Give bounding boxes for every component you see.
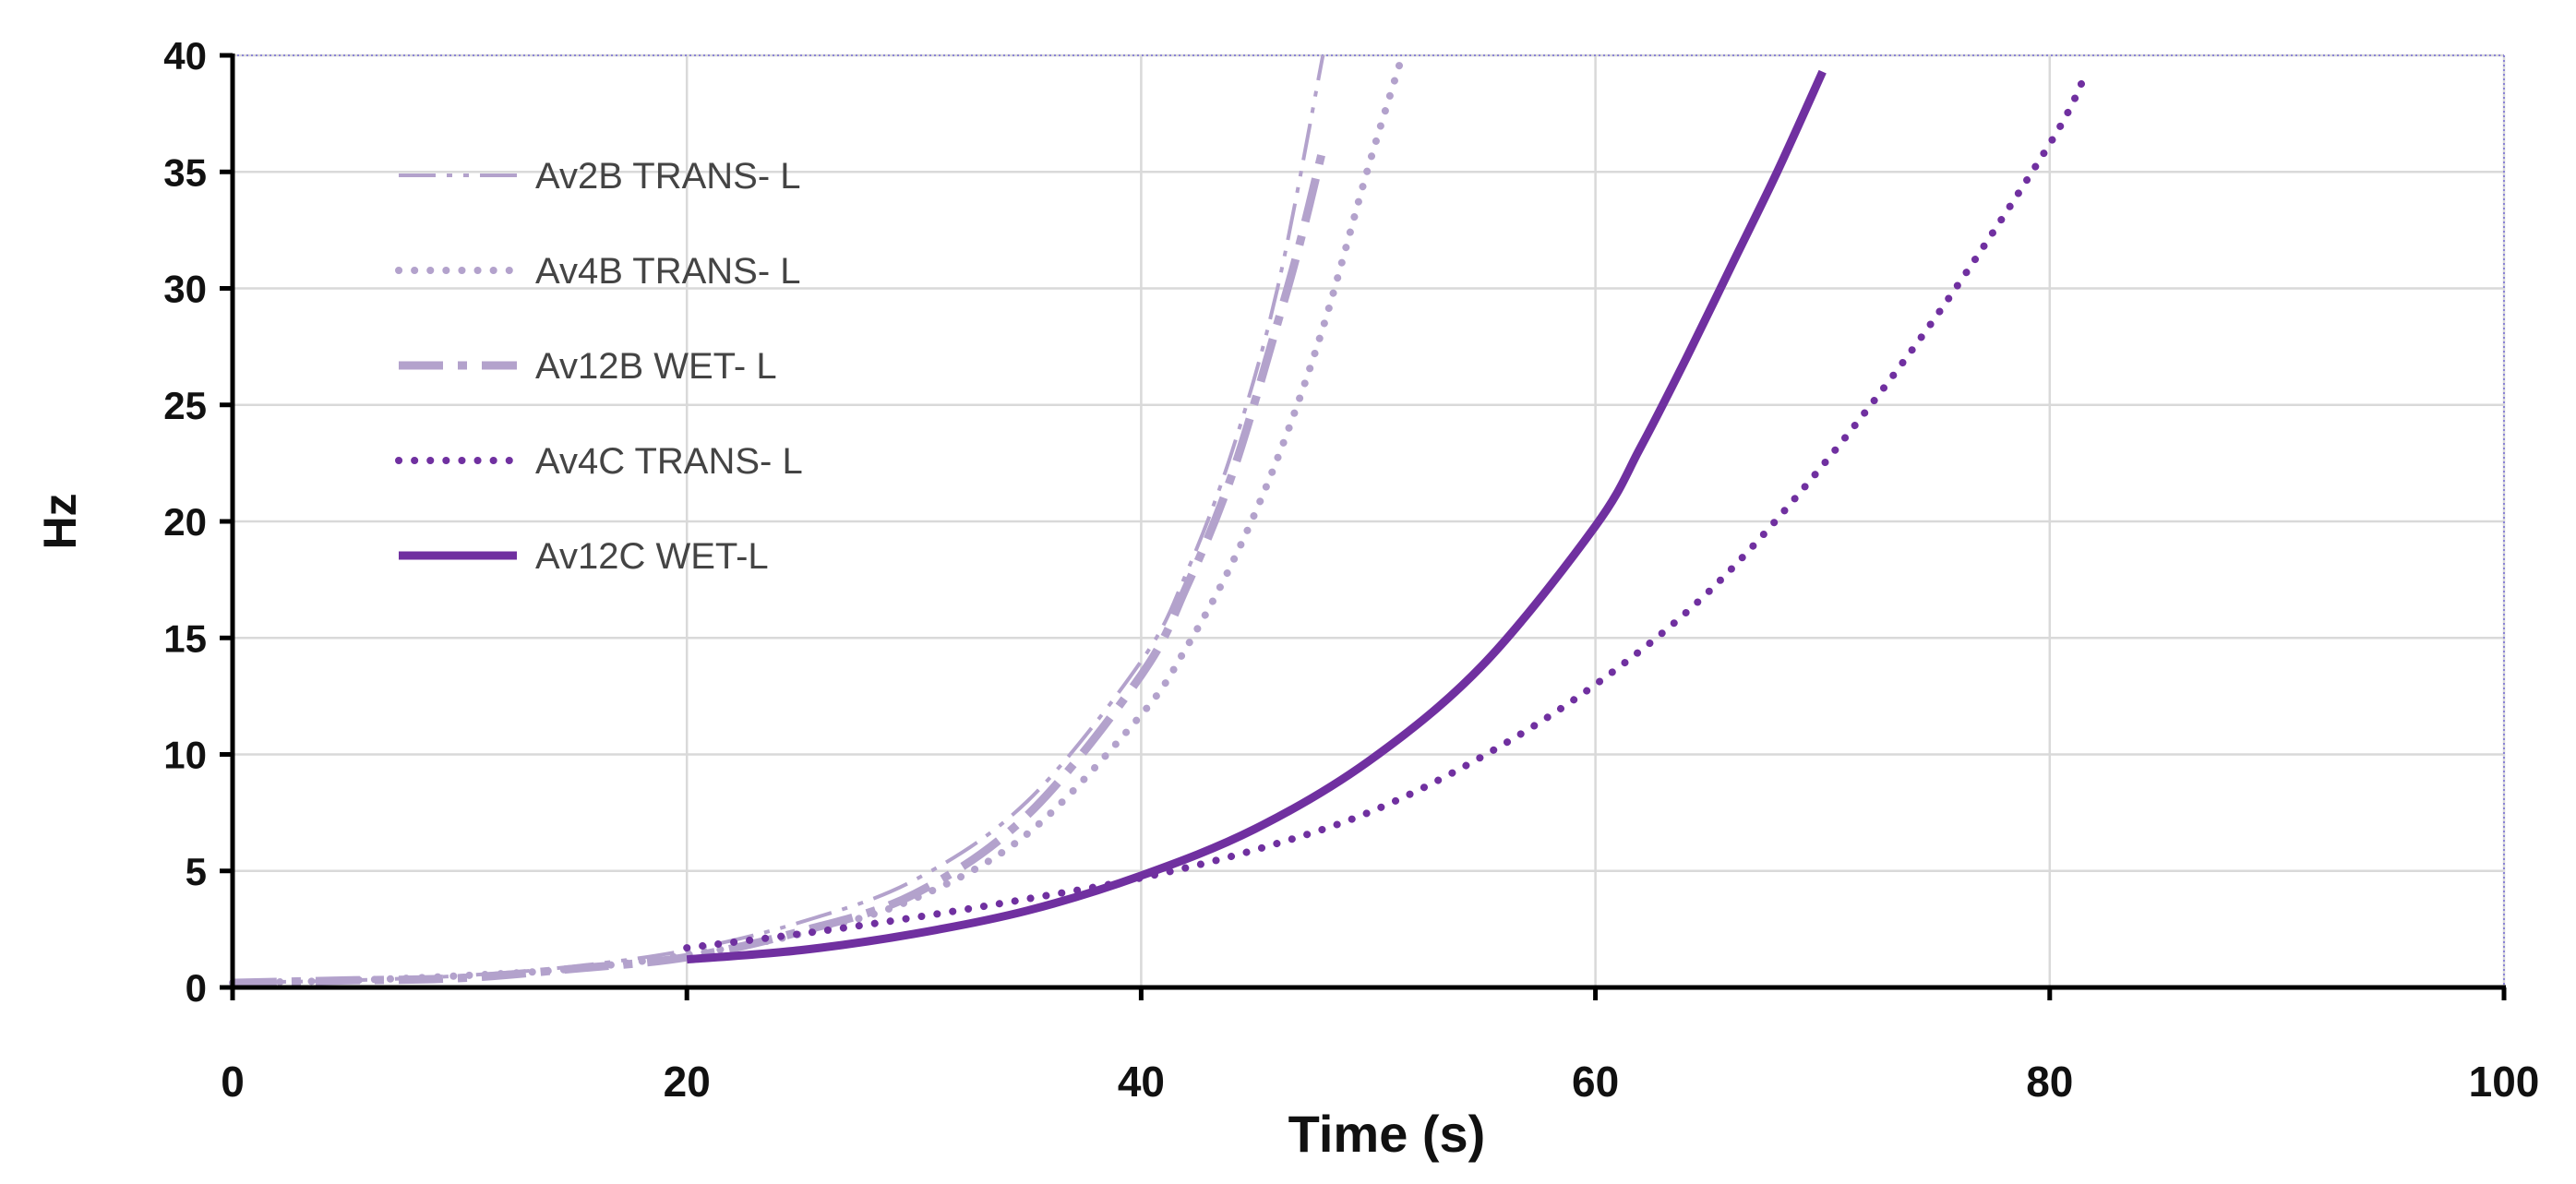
y-tick-label-15: 15 xyxy=(163,616,207,660)
y-tick-label-10: 10 xyxy=(163,734,207,777)
legend-item-av12b-wet-l: Av12B WET- L xyxy=(399,346,777,387)
y-tick-label-0: 0 xyxy=(186,966,207,1010)
y-tick-label-40: 40 xyxy=(163,34,207,78)
legend-label: Av4C TRANS- L xyxy=(535,441,803,482)
legend: Av2B TRANS- L Av4B TRANS- L Av12B WET- L Av… xyxy=(395,156,803,577)
series-line-av12b-wet-l xyxy=(232,147,1327,987)
series-layer xyxy=(229,52,2088,987)
legend-item-av2b-trans-l: Av2B TRANS- L xyxy=(399,156,801,197)
x-axis-title: Time (s) xyxy=(1288,1105,1486,1163)
axis-layer: 0 5 10 15 20 25 30 35 40 0 20 40 60 80 100 Time (s) Hz xyxy=(34,34,2539,1163)
y-axis-title: Hz xyxy=(34,493,86,549)
series-line-av12c-wet-l xyxy=(686,69,1827,964)
x-tick-label-0: 0 xyxy=(221,1058,245,1106)
x-tick-label-60: 60 xyxy=(1572,1058,1619,1106)
x-tick-label-40: 40 xyxy=(1118,1058,1165,1106)
x-tick-label-100: 100 xyxy=(2469,1058,2540,1106)
x-tick-label-20: 20 xyxy=(664,1058,711,1106)
legend-item-av4b-trans-l: Av4B TRANS- L xyxy=(395,251,801,292)
legend-item-av12c-wet-l: Av12C WET-L xyxy=(399,536,769,577)
legend-item-av4c-trans-l: Av4C TRANS- L xyxy=(395,441,803,482)
y-tick-label-35: 35 xyxy=(163,150,207,194)
series-line-av4c-trans-l xyxy=(683,75,2088,952)
y-tick-label-30: 30 xyxy=(163,268,207,311)
legend-label: Av12B WET- L xyxy=(535,346,777,387)
y-tick-label-5: 5 xyxy=(186,850,207,893)
legend-label: Av2B TRANS- L xyxy=(535,156,801,197)
y-tick-label-20: 20 xyxy=(163,500,207,544)
legend-label: Av12C WET-L xyxy=(535,536,769,577)
x-tick-label-80: 80 xyxy=(2026,1058,2073,1106)
grid-layer xyxy=(233,54,2506,987)
legend-label: Av4B TRANS- L xyxy=(535,251,801,292)
y-tick-label-25: 25 xyxy=(163,384,207,427)
